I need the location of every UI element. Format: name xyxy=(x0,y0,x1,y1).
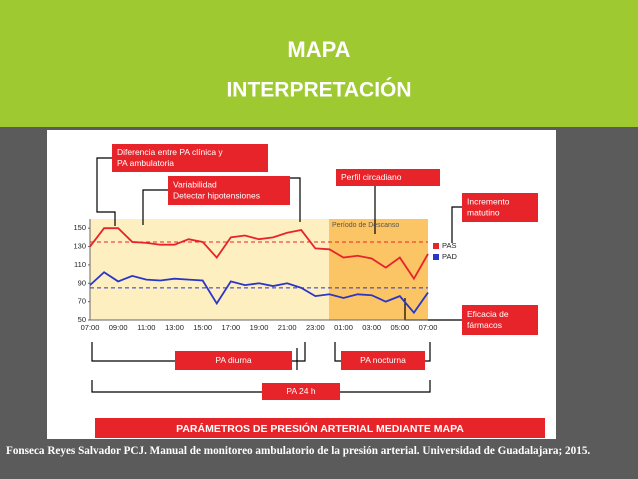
x-tick-label: 01:00 xyxy=(334,323,353,332)
y-tick-label: 110 xyxy=(74,260,86,269)
annotation-text: Perfil circadiano xyxy=(341,172,402,182)
x-tick-label: 13:00 xyxy=(165,323,184,332)
legend-swatch xyxy=(433,243,439,249)
x-tick-label: 21:00 xyxy=(278,323,297,332)
x-tick-label: 07:00 xyxy=(419,323,438,332)
day-region xyxy=(90,219,329,320)
annotation-text: fármacos xyxy=(467,320,502,330)
annotation-text: Variabilidad xyxy=(173,179,217,189)
x-tick-label: 19:00 xyxy=(250,323,269,332)
header-band xyxy=(0,0,638,127)
annotation-text: Detectar hipotensiones xyxy=(173,190,260,200)
annotation-text: PA 24 h xyxy=(286,386,315,396)
series-line xyxy=(89,227,429,281)
annotation-box xyxy=(462,305,538,335)
annotation-text: PA ambulatoria xyxy=(117,158,174,168)
x-tick-label: 03:00 xyxy=(362,323,381,332)
annotation-text: PA diurna xyxy=(215,355,252,365)
legend-label: PAD xyxy=(442,252,457,261)
rest-period-label: Período de Descanso xyxy=(332,222,399,229)
legend-swatch xyxy=(433,254,439,260)
slide-subtitle: INTERPRETACIÓN xyxy=(226,78,411,102)
y-tick-label: 70 xyxy=(78,297,86,306)
x-tick-label: 05:00 xyxy=(390,323,409,332)
annotation-text: matutino xyxy=(467,207,500,217)
y-tick-label: 90 xyxy=(78,278,86,287)
legend-label: PAS xyxy=(442,241,456,250)
x-tick-label: 15:00 xyxy=(193,323,212,332)
footer-banner xyxy=(95,418,545,438)
series-line xyxy=(89,271,429,315)
annotation-box xyxy=(336,169,440,186)
rest-region xyxy=(329,219,428,320)
annotation-text: Incremento xyxy=(467,196,510,206)
annotation-box xyxy=(262,383,340,400)
annotation-text: Eficacia de xyxy=(467,309,509,319)
annotation-box xyxy=(341,351,425,370)
annotation-text: PA nocturna xyxy=(360,355,406,365)
connectors xyxy=(91,157,462,393)
annotation-box xyxy=(462,193,538,222)
annotation-box xyxy=(112,144,268,172)
y-tick-label: 50 xyxy=(78,315,86,324)
citation-box: Fonseca Reyes Salvador PCJ. Manual de mo… xyxy=(6,445,591,457)
y-tick-label: 150 xyxy=(73,223,86,232)
x-tick-label: 17:00 xyxy=(221,323,240,332)
citation: Fonseca Reyes Salvador PCJ. Manual de mo… xyxy=(6,445,591,457)
x-tick-label: 11:00 xyxy=(137,323,155,332)
y-tick-label: 130 xyxy=(73,242,86,251)
x-tick-label: 07:00 xyxy=(81,323,100,332)
annotation-box xyxy=(168,176,290,205)
annotation-text: Diferencia entre PA clínica y xyxy=(117,147,223,157)
footer-banner-text: PARÁMETROS DE PRESIÓN ARTERIAL MEDIANTE … xyxy=(176,422,464,435)
annotation-box xyxy=(175,351,292,370)
x-tick-label: 09:00 xyxy=(109,323,128,332)
x-tick-label: 23:00 xyxy=(306,323,325,332)
slide-title: MAPA xyxy=(287,37,350,62)
